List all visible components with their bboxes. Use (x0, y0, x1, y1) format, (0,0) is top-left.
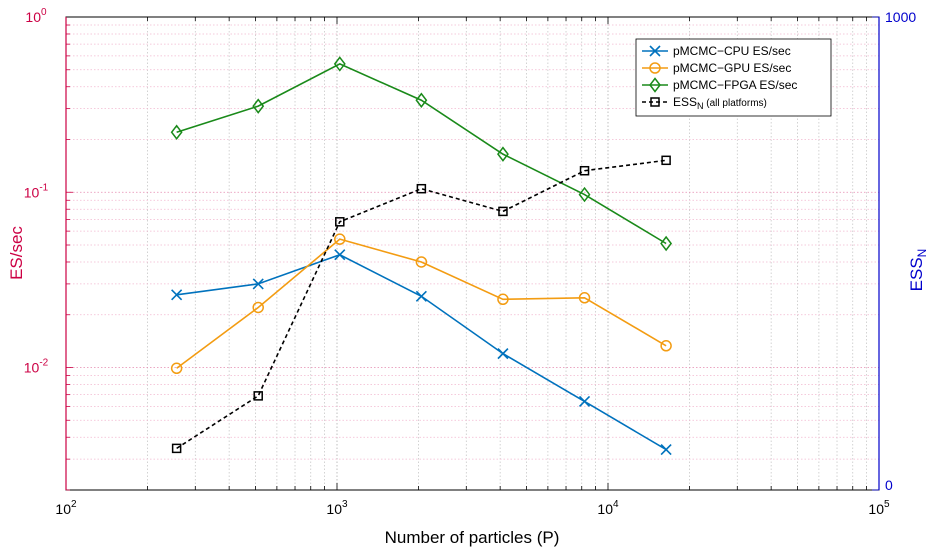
y-left-tick-label-base: 10 (25, 9, 41, 25)
grid-lines (66, 17, 879, 491)
x-tick-label-base: 10 (868, 501, 884, 517)
y-axis-right-label-base: ESS (907, 257, 926, 291)
x-tick-label-base: 10 (326, 501, 342, 517)
marker-square (171, 443, 182, 454)
x-tick-label: 105 (868, 499, 890, 517)
marker-x-stroke (252, 278, 264, 290)
marker-square (650, 97, 660, 107)
y-left-tick-label-exp: -1 (39, 182, 48, 193)
x-tick-label-exp: 2 (71, 499, 77, 510)
marker-x-stroke (171, 289, 183, 301)
legend-label-name: pMCMC−GPU ES/sec (673, 61, 791, 75)
x-tick-label-exp: 5 (884, 499, 890, 510)
marker-x (578, 395, 591, 408)
marker-square (416, 183, 427, 194)
marker-diamond (170, 124, 183, 140)
y-left-tick-label: 100 (25, 7, 47, 25)
legend-label-name: pMCMC−FPGA ES/sec (673, 78, 797, 92)
marker-x-stroke (334, 249, 346, 261)
legend-label-sub: N (697, 101, 704, 111)
marker-x-stroke (578, 395, 591, 408)
marker-x-stroke (497, 348, 509, 360)
marker-circle (252, 301, 264, 314)
y-left-tick-label: 10-2 (24, 358, 49, 376)
marker-circle (334, 233, 346, 245)
series-line (176, 238, 667, 369)
series-layer (170, 56, 673, 456)
legend-label: pMCMC−GPU ES/sec (673, 61, 791, 75)
series-line (176, 63, 667, 245)
marker-diamond (497, 146, 509, 162)
marker-x (497, 348, 509, 360)
marker-diamond (660, 235, 673, 252)
x-tick-label-base: 10 (597, 501, 613, 517)
marker-x (334, 249, 346, 261)
marker-circle (170, 362, 183, 375)
marker-circle (415, 256, 428, 268)
marker-x (252, 278, 264, 290)
marker-circle (649, 62, 661, 74)
marker-diamond (333, 56, 346, 72)
x-tick-label-base: 10 (55, 501, 71, 517)
legend-box (635, 38, 832, 117)
x-tick-label-exp: 4 (613, 499, 619, 510)
legend-label-suffix: (all platforms) (704, 98, 767, 109)
marker-x-stroke (649, 45, 661, 57)
series-line (176, 159, 667, 450)
marker-x (660, 444, 672, 456)
marker-square (498, 206, 508, 217)
marker-diamond (578, 186, 591, 203)
y-left-tick-label-base: 10 (24, 360, 40, 376)
y-axis-right-label-sub: N (915, 249, 929, 258)
series-2 (170, 56, 673, 252)
marker-square (335, 217, 345, 227)
legend-label: pMCMC−CPU ES/sec (673, 44, 791, 58)
y-right-tick-label: 1000 (885, 9, 916, 25)
marker-square (253, 391, 263, 401)
series-line (176, 253, 667, 451)
y-left-tick-label-base: 10 (24, 184, 40, 200)
axis-ticks (65, 16, 880, 491)
x-tick-label-exp: 3 (342, 499, 348, 510)
legend-label: pMCMC−FPGA ES/sec (673, 78, 797, 92)
marker-square (579, 165, 590, 176)
series-3 (171, 155, 671, 454)
y-left-tick-label-exp: -2 (39, 358, 48, 369)
y-left-tick-label: 10-1 (24, 182, 49, 200)
y-axis-right-label: ESSN (907, 249, 929, 292)
marker-x-stroke (415, 290, 427, 302)
x-tick-label: 103 (326, 499, 348, 517)
marker-circle (578, 292, 591, 304)
x-tick-label: 104 (597, 499, 619, 517)
marker-x (649, 45, 661, 57)
marker-diamond (415, 92, 428, 108)
legend-label-name: pMCMC−CPU ES/sec (673, 44, 791, 58)
legend: pMCMC−CPU ES/sec pMCMC−GPU ES/sec pMCMC−FP… (635, 38, 832, 117)
y-axis-left-label: ES/sec (7, 226, 26, 280)
y-right-tick-label: 0 (885, 477, 893, 493)
x-tick-label: 102 (55, 499, 77, 517)
marker-circle (497, 293, 509, 306)
marker-diamond (649, 77, 661, 93)
x-axis-label: Number of particles (P) (385, 528, 560, 547)
legend-label: ESSN (all platforms) (673, 95, 767, 111)
marker-diamond (252, 98, 265, 114)
marker-circle (660, 340, 672, 352)
marker-x (415, 290, 427, 302)
marker-x-stroke (660, 444, 672, 456)
marker-square (661, 155, 671, 166)
marker-x (171, 289, 183, 301)
series-1 (170, 233, 672, 375)
legend-label-name: ESS (673, 95, 697, 109)
series-0 (171, 249, 672, 456)
y-left-tick-label-exp: 0 (41, 7, 47, 18)
